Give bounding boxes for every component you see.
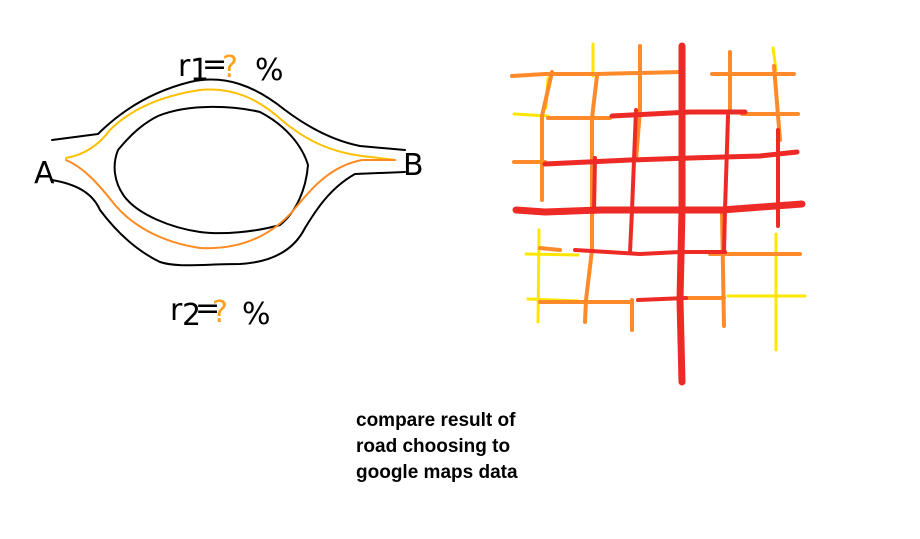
road-segment (538, 246, 562, 252)
road-grid-map (510, 42, 807, 386)
road-segment (540, 70, 554, 202)
road-segment (536, 228, 541, 324)
route-1-share-label: r 1 = ? % (178, 47, 284, 88)
road-segment (628, 108, 638, 254)
route-2-share-label: r 2 = ? % (170, 291, 271, 333)
road-segment (676, 42, 686, 386)
caption: compare result of road choosing to googl… (356, 408, 596, 486)
road-outer-boundary (51, 78, 406, 267)
road-segment (542, 149, 800, 167)
route-2-line (65, 159, 396, 250)
label-point-a: A (34, 156, 55, 191)
caption-line: compare result of (356, 410, 516, 431)
minor-roads (512, 42, 807, 352)
road-segment (720, 212, 726, 328)
route-2-symbol: r (170, 293, 183, 328)
road-inner-island (113, 105, 309, 235)
route-1-subscript: 1 (190, 53, 209, 88)
caption-line: google maps data (356, 462, 518, 483)
route-1-symbol: r (178, 49, 191, 84)
route-1-line (65, 88, 396, 161)
road-segment (609, 109, 748, 119)
caption-line: road choosing to (356, 436, 511, 457)
road-segment (512, 200, 806, 216)
road-segment (592, 156, 597, 214)
route-1-unknown: ? (222, 50, 238, 85)
major-roads (512, 42, 806, 386)
label-point-b: B (403, 148, 424, 183)
route-1-percent: % (255, 53, 284, 88)
route-2-unknown: ? (212, 295, 228, 330)
route-2-subscript: 2 (182, 298, 201, 333)
route-2-equals: = (195, 291, 220, 326)
road-segment (524, 252, 580, 257)
route-2-percent: % (242, 297, 271, 332)
road-segment (722, 114, 730, 254)
route-1-equals: = (202, 47, 227, 82)
road-segment (772, 64, 782, 142)
road-segment (573, 248, 727, 256)
road-segment (634, 44, 642, 162)
route-diagram (51, 78, 406, 267)
medium-roads (510, 44, 802, 332)
